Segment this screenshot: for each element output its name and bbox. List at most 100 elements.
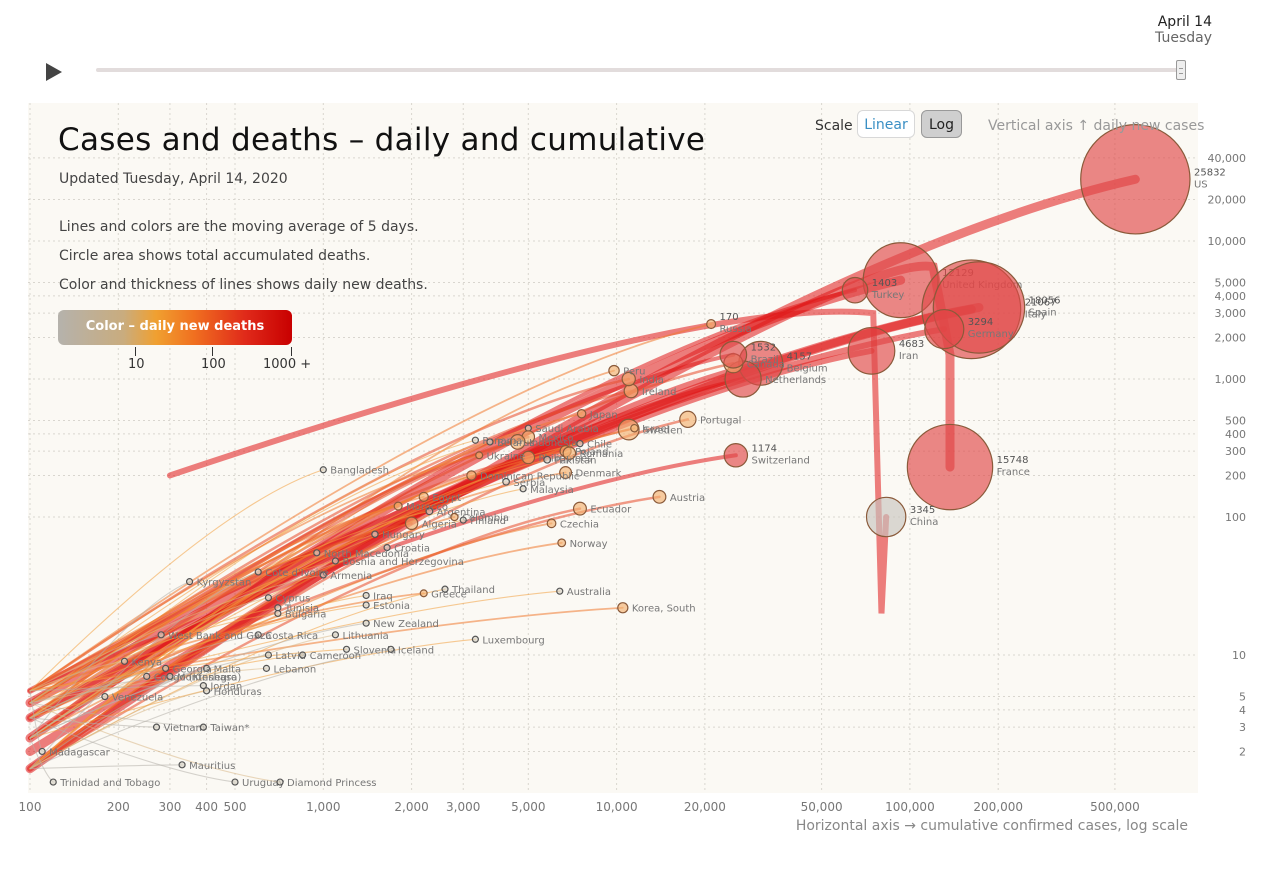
country-label: Canada [747, 359, 785, 370]
country-bubble [262, 664, 271, 672]
country-label: Honduras [214, 687, 262, 698]
country-label: China [910, 517, 939, 528]
country-bubble [521, 450, 536, 465]
country-label: Belgium [787, 363, 828, 374]
country-bubble [425, 507, 434, 516]
country-bubble [723, 443, 749, 468]
legend-tick [212, 347, 213, 356]
country-label: West Bank and Gaza [168, 631, 271, 642]
country-bubble [185, 578, 194, 586]
log-scale-button[interactable]: Log [921, 110, 962, 138]
trajectory-line [29, 675, 171, 704]
country-bubble [331, 557, 340, 565]
country-bubble [264, 651, 273, 659]
trajectory-line [29, 488, 524, 719]
country-label: Algeria [422, 519, 457, 530]
note-line: Color and thickness of lines shows daily… [59, 277, 428, 293]
y-tick-label: 20,000 [1208, 193, 1247, 206]
country-label: Poland [575, 447, 608, 458]
country-bubble [450, 512, 459, 522]
country-bubble [679, 410, 697, 429]
country-label: India [639, 375, 664, 386]
country-label: Uruguay [242, 778, 285, 789]
country-bubble [319, 571, 327, 579]
death-count-label: 25832 [1194, 167, 1226, 178]
y-tick-label: 2,000 [1215, 331, 1247, 344]
y-tick-label: 200 [1225, 469, 1246, 482]
country-label: North Macedonia [324, 549, 409, 560]
country-bubble [576, 408, 587, 419]
country-label: Bulgaria [285, 609, 326, 620]
country-bubble [362, 591, 370, 600]
country-bubble [865, 496, 907, 538]
country-label: Sweden [643, 426, 683, 437]
trajectory-line [29, 323, 713, 692]
note-line: Circle area shows total accumulated deat… [59, 248, 371, 264]
x-tick-label: 1,000 [306, 800, 340, 814]
y-tick-label: 5 [1239, 691, 1246, 704]
country-label: Netherlands [765, 375, 826, 386]
trajectory-line [29, 560, 336, 719]
country-label: Trinidad and Tobago [59, 778, 160, 789]
linear-scale-button[interactable]: Linear [857, 110, 915, 138]
country-label: Pakistan [555, 456, 597, 467]
timeline-slider[interactable] [96, 68, 1186, 72]
country-bubble [319, 466, 327, 474]
country-label: New Zealand [373, 619, 439, 630]
country-bubble [1080, 124, 1191, 235]
trajectory-line [29, 690, 208, 770]
country-label: Italy [1025, 309, 1047, 320]
death-count-label: 3345 [910, 505, 935, 516]
note-line: Lines and colors are the moving average … [59, 219, 419, 235]
country-bubble [557, 538, 567, 548]
country-label: Malaysia [530, 485, 574, 496]
country-label: Chile [587, 440, 612, 451]
country-bubble [274, 609, 282, 618]
country-label: Bosnia and Herzegovina [342, 557, 463, 568]
trajectory-line [166, 308, 890, 614]
country-bubble [459, 516, 467, 524]
country-label: Indonesia [529, 438, 577, 449]
country-bubble [393, 501, 403, 511]
country-bubble [274, 604, 282, 612]
legend-tick [291, 347, 292, 356]
death-count-label: 21067 [1025, 297, 1057, 308]
color-legend-label: Color – daily new deaths [85, 319, 265, 334]
play-icon[interactable] [46, 63, 62, 81]
country-label: Egypt [432, 493, 461, 504]
country-label: Costa Rica [265, 631, 318, 642]
trajectory-line [29, 667, 167, 719]
country-bubble [157, 631, 165, 639]
country-bubble [576, 439, 584, 448]
timeline-handle[interactable] [1176, 60, 1186, 80]
trajectory-line [29, 667, 268, 704]
country-label: Hungary [382, 530, 425, 541]
country-label: Thailand [451, 585, 495, 596]
country-label: Argentina [437, 507, 486, 518]
country-label: Croatia [394, 544, 430, 555]
x-tick-label: 300 [158, 800, 181, 814]
chart-title: Cases and deaths – daily and cumulative [58, 122, 706, 158]
legend-tick-label: 1000 + [263, 357, 312, 372]
country-bubble [519, 485, 527, 493]
country-label: Madagascar [49, 747, 111, 758]
trajectory-line [29, 474, 473, 770]
death-count-label: 170 [720, 312, 739, 323]
country-label: Korea, South [632, 604, 696, 615]
country-bubble [441, 585, 449, 593]
country-bubble [652, 489, 667, 504]
country-label: France [997, 467, 1030, 478]
country-bubble [719, 340, 748, 369]
x-tick-label: 10,000 [596, 800, 638, 814]
country-label: Spain [1029, 307, 1057, 318]
scale-label: Scale [815, 118, 853, 134]
country-label: Ireland [642, 387, 677, 398]
color-legend: Color – daily new deaths [58, 310, 292, 345]
x-tick-label: 200,000 [973, 800, 1023, 814]
x-tick-label: 50,000 [801, 800, 843, 814]
country-bubble [120, 657, 129, 665]
country-label: Iceland [398, 645, 434, 656]
country-label: Taiwan* [209, 723, 249, 734]
y-tick-label: 3,000 [1215, 307, 1247, 320]
country-label: Switzerland [751, 455, 809, 466]
